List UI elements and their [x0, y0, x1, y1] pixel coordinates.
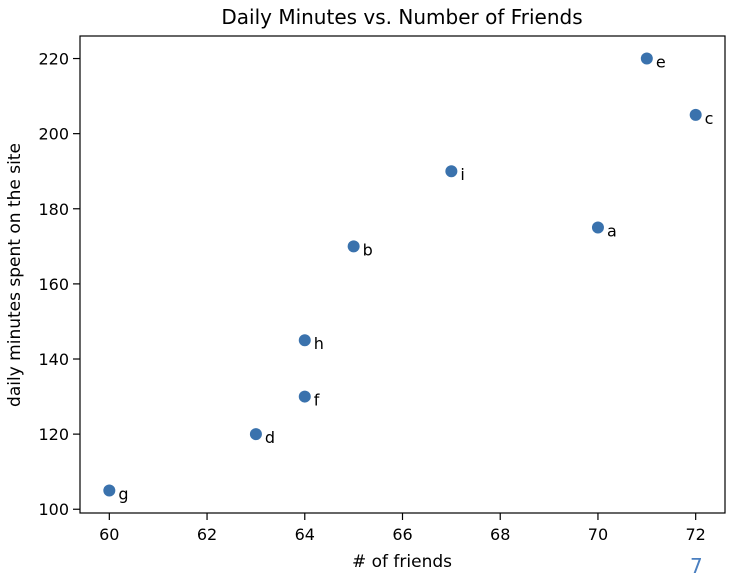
y-tick-label: 120 — [38, 425, 69, 444]
data-point-label-d: d — [265, 428, 275, 447]
data-point-f — [298, 390, 311, 403]
data-point-h — [298, 334, 311, 347]
y-tick-label: 160 — [38, 275, 69, 294]
y-tick-label: 140 — [38, 350, 69, 369]
x-tick-label: 72 — [686, 525, 706, 544]
data-point-d — [249, 428, 262, 441]
data-point-e — [640, 52, 653, 65]
data-points: a b c d e f g h i — [103, 52, 714, 503]
plot-area-frame — [79, 35, 726, 514]
data-point-label-a: a — [607, 222, 617, 241]
data-point-g — [103, 484, 116, 497]
data-point-b — [347, 240, 360, 253]
x-tick-label: 68 — [490, 525, 510, 544]
data-point-label-e: e — [656, 53, 666, 72]
x-tick-label: 60 — [99, 525, 119, 544]
y-tick-label: 200 — [38, 125, 69, 144]
data-point-label-f: f — [314, 391, 320, 410]
y-tick-label: 100 — [38, 500, 69, 519]
data-point-label-i: i — [460, 165, 464, 184]
chart-title: Daily Minutes vs. Number of Friends — [221, 5, 582, 29]
y-tick-label: 220 — [38, 50, 69, 69]
x-tick-label: 64 — [295, 525, 315, 544]
x-tick-label: 66 — [392, 525, 412, 544]
x-tick-label: 62 — [197, 525, 217, 544]
data-point-a — [591, 221, 604, 234]
y-axis-label: daily minutes spent on the site — [5, 143, 25, 407]
page-number: 7 — [690, 554, 703, 578]
y-axis: 100 120 140 160 180 200 220 — [38, 50, 80, 519]
x-axis: 60 62 64 66 68 70 72 — [99, 513, 706, 544]
data-point-c — [689, 108, 702, 121]
data-point-label-h: h — [314, 334, 324, 353]
x-axis-label: # of friends — [352, 552, 452, 572]
data-point-label-g: g — [118, 484, 128, 503]
data-point-label-b: b — [363, 240, 373, 259]
x-tick-label: 70 — [588, 525, 608, 544]
data-point-i — [445, 165, 458, 178]
data-point-label-c: c — [705, 109, 714, 128]
y-tick-label: 180 — [38, 200, 69, 219]
